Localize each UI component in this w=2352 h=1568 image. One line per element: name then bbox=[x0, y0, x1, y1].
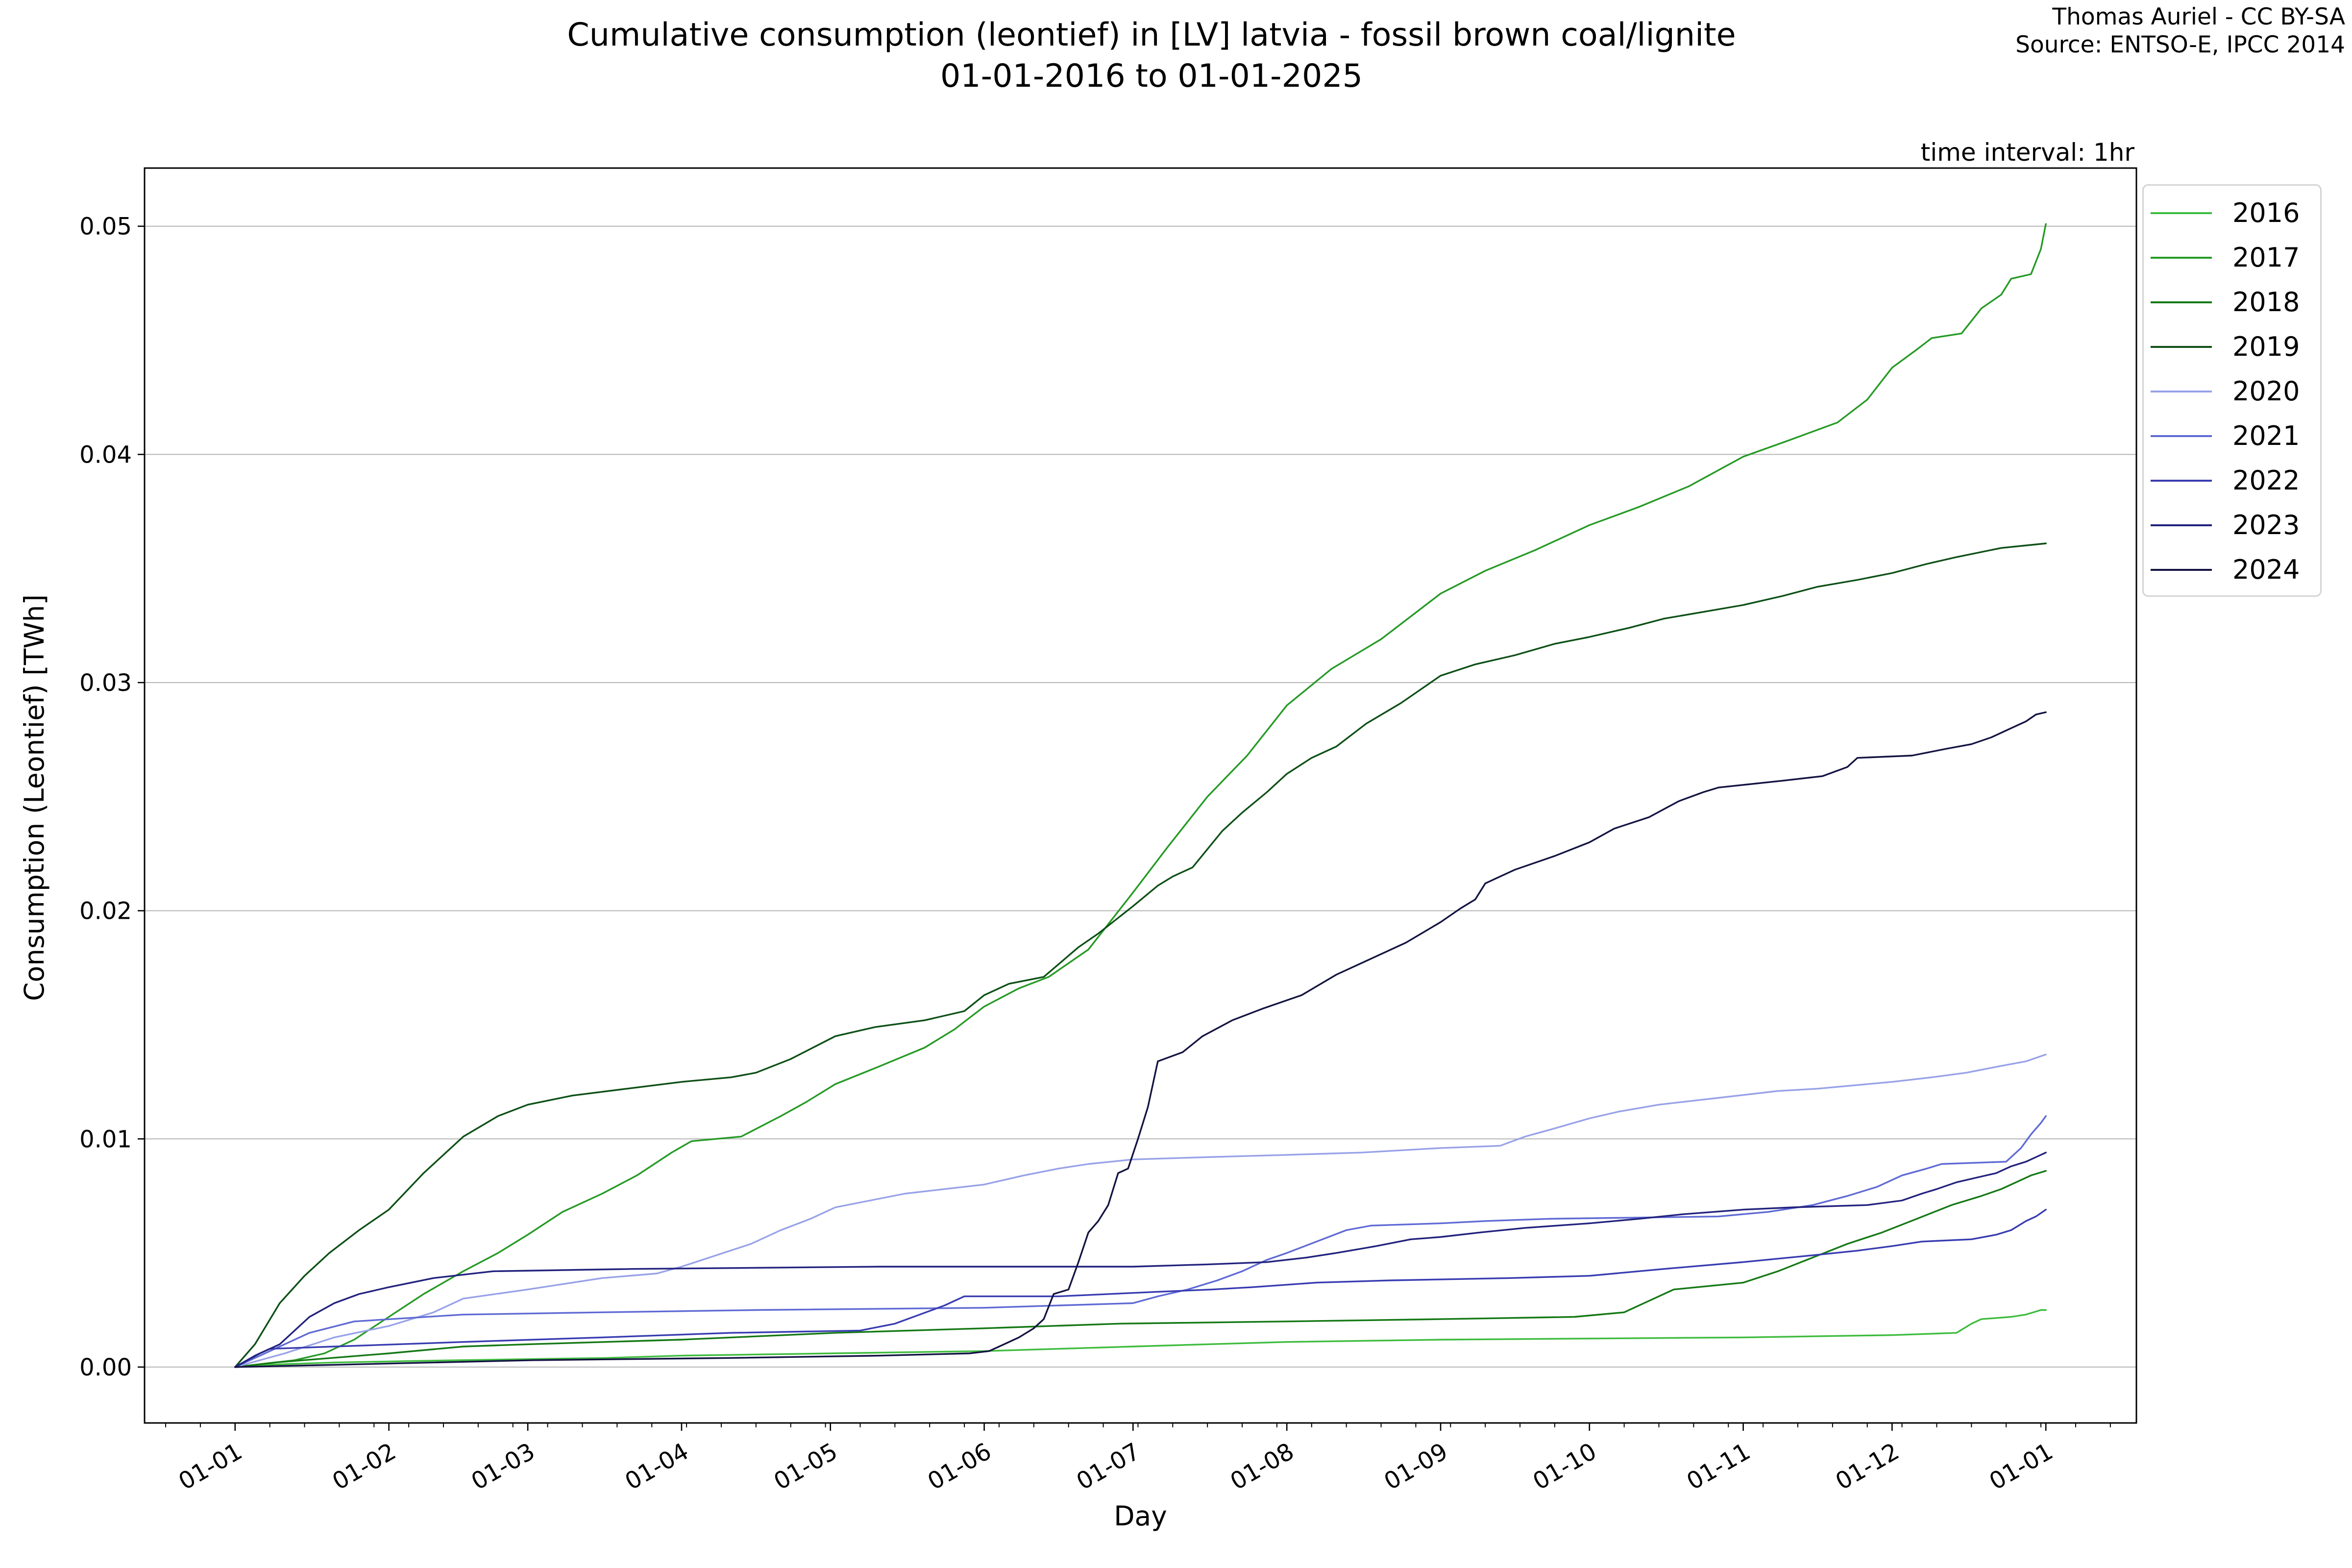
legend-label: 2019 bbox=[2232, 331, 2300, 362]
attribution: Thomas Auriel - CC BY-SA Source: ENTSO-E… bbox=[2015, 3, 2345, 59]
series-line-2023 bbox=[234, 1152, 2047, 1368]
legend-item-2016: 2016 bbox=[2144, 191, 2320, 235]
x-tick-label: 01-01 bbox=[1984, 1438, 2058, 1495]
legend-swatch-icon bbox=[2151, 435, 2212, 437]
legend-label: 2022 bbox=[2232, 465, 2300, 496]
y-tick-label: 0.02 bbox=[79, 898, 132, 925]
legend-item-2017: 2017 bbox=[2144, 235, 2320, 280]
legend-item-2020: 2020 bbox=[2144, 369, 2320, 414]
legend-label: 2024 bbox=[2232, 554, 2300, 585]
legend-item-2023: 2023 bbox=[2144, 503, 2320, 547]
legend-swatch-icon bbox=[2151, 479, 2212, 482]
chart-title-line2: 01-01-2016 to 01-01-2025 bbox=[940, 58, 1363, 95]
time-interval-note: time interval: 1hr bbox=[1920, 138, 2134, 167]
series-line-2018 bbox=[234, 1170, 2047, 1368]
legend-item-2021: 2021 bbox=[2144, 414, 2320, 458]
legend-swatch-icon bbox=[2151, 568, 2212, 571]
series-line-2017 bbox=[234, 223, 2047, 1368]
series-line-2016 bbox=[234, 1309, 2047, 1368]
x-tick-label: 01-12 bbox=[1831, 1438, 1904, 1495]
legend-label: 2016 bbox=[2232, 197, 2300, 228]
series-line-2024 bbox=[234, 711, 2047, 1368]
x-tick-label: 01-11 bbox=[1682, 1438, 1755, 1495]
y-tick-label: 0.05 bbox=[79, 213, 132, 241]
x-tick-label: 01-02 bbox=[328, 1438, 401, 1495]
x-tick-label: 01-07 bbox=[1072, 1438, 1145, 1495]
series-line-2020 bbox=[234, 1054, 2047, 1368]
chart-title-line1: Cumulative consumption (leontief) in [LV… bbox=[567, 17, 1736, 53]
legend-swatch-icon bbox=[2151, 301, 2212, 303]
x-tick-label: 01-10 bbox=[1528, 1438, 1601, 1495]
x-tick-label: 01-06 bbox=[923, 1438, 996, 1495]
x-tick-label: 01-04 bbox=[620, 1438, 693, 1495]
legend-swatch-icon bbox=[2151, 390, 2212, 392]
x-tick-label: 01-05 bbox=[769, 1438, 842, 1495]
legend-label: 2023 bbox=[2232, 510, 2300, 540]
x-tick-label: 01-01 bbox=[174, 1438, 247, 1495]
legend-swatch-icon bbox=[2151, 256, 2212, 259]
legend-item-2019: 2019 bbox=[2144, 324, 2320, 369]
x-axis-label: Day bbox=[1114, 1500, 1167, 1532]
legend-label: 2020 bbox=[2232, 376, 2300, 407]
y-axis-label: Consumption (Leontief) [TWh] bbox=[19, 594, 50, 1001]
chart-title: Cumulative consumption (leontief) in [LV… bbox=[441, 15, 1862, 97]
legend-item-2018: 2018 bbox=[2144, 280, 2320, 324]
y-tick-label: 0.03 bbox=[79, 669, 132, 697]
x-tick-label: 01-03 bbox=[466, 1438, 539, 1495]
x-tick-label: 01-08 bbox=[1225, 1438, 1298, 1495]
y-tick-label: 0.01 bbox=[79, 1126, 132, 1153]
series-line-2021 bbox=[234, 1115, 2047, 1368]
y-tick-label: 0.00 bbox=[79, 1354, 132, 1381]
legend-swatch-icon bbox=[2151, 345, 2212, 348]
attribution-source: Source: ENTSO-E, IPCC 2014 bbox=[2015, 31, 2345, 58]
legend-swatch-icon bbox=[2151, 524, 2212, 526]
series-line-2019 bbox=[234, 542, 2047, 1368]
legend-item-2022: 2022 bbox=[2144, 458, 2320, 503]
legend-item-2024: 2024 bbox=[2144, 547, 2320, 592]
series-line-2022 bbox=[234, 1208, 2047, 1368]
legend: 2016 2017 2018 2019 2020 2021 2022 2023 2024 bbox=[2142, 184, 2322, 597]
legend-label: 2018 bbox=[2232, 287, 2300, 318]
y-tick-label: 0.04 bbox=[79, 441, 132, 468]
plot-border bbox=[144, 167, 2137, 1424]
legend-label: 2017 bbox=[2232, 242, 2300, 273]
legend-label: 2021 bbox=[2232, 420, 2300, 451]
legend-swatch-icon bbox=[2151, 212, 2212, 214]
x-tick-label: 01-09 bbox=[1379, 1438, 1452, 1495]
attribution-author: Thomas Auriel - CC BY-SA bbox=[2052, 3, 2345, 30]
